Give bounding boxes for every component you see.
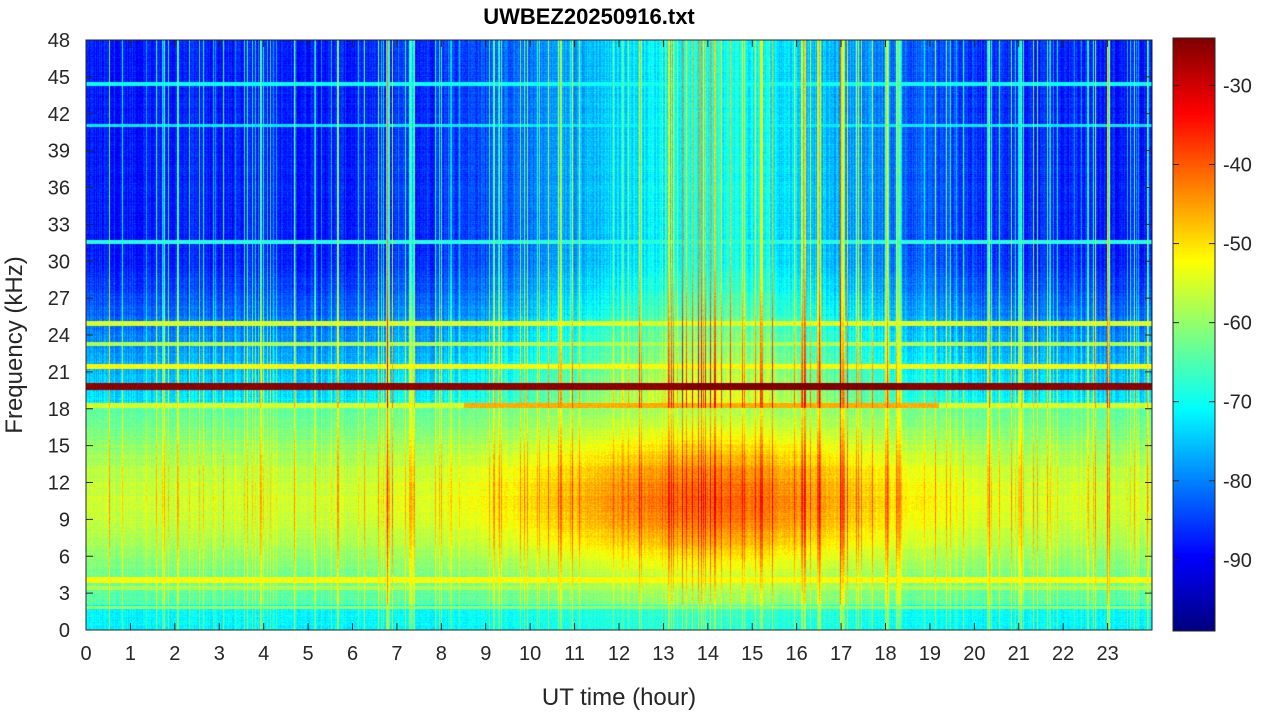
x-tick-label: 11 [564,643,585,665]
x-tick-label: 5 [303,643,314,665]
y-tick-label: 21 [48,362,70,384]
colorbar-tick-label: -50 [1223,234,1252,256]
plot-area [85,39,1153,631]
colorbar-border [1172,37,1216,632]
x-tick-label: 17 [830,643,852,665]
y-tick-label: 45 [48,67,70,89]
x-tick-label: 20 [963,643,985,665]
y-tick-label: 12 [48,473,70,495]
y-tick-label: 6 [59,546,70,568]
y-tick-label: 42 [48,104,70,126]
y-tick-label: 18 [48,399,70,421]
colorbar-tick-label: -90 [1223,550,1252,572]
colorbar-tick-label: -70 [1223,392,1252,414]
colorbar-tick-label: -40 [1223,155,1252,177]
x-tick-label: 19 [919,643,941,665]
colorbar-gradient [1173,38,1215,631]
x-tick-label: 15 [741,643,763,665]
x-tick-label: 3 [214,643,225,665]
y-axis-label: Frequency (kHz) [1,256,28,433]
y-tick-label: 15 [48,436,70,458]
x-tick-label: 4 [258,643,269,665]
colorbar: -90 -80 -70 -60 -50 -40 -30 [1172,37,1252,632]
y-tick-label: 0 [59,620,70,642]
y-tick-label: 39 [48,141,70,163]
y-tick-label: 3 [59,583,70,605]
colorbar-tick-label: -60 [1223,313,1252,335]
x-tick-label: 7 [391,643,402,665]
y-tick-label: 24 [48,325,70,347]
y-tick-label: 30 [48,251,70,273]
x-axis-label: UT time (hour) [542,684,696,711]
x-tick-label: 9 [480,643,491,665]
x-tick-label: 6 [347,643,358,665]
x-tick-label: 21 [1008,643,1030,665]
x-tick-label: 18 [874,643,896,665]
y-tick-label: 9 [59,509,70,531]
x-tick-label: 1 [125,643,136,665]
colorbar-ticks: -90 -80 -70 -60 -50 -40 -30 [1173,75,1252,572]
spectrogram-heatmap [86,40,1152,630]
chart-title: UWBEZ20250916.txt [483,4,695,29]
x-tick-label: 2 [169,643,180,665]
x-tick-label: 8 [436,643,447,665]
x-tick-label: 16 [786,643,808,665]
colorbar-tick-label: -30 [1223,75,1252,97]
x-tick-label: 23 [1096,643,1118,665]
x-tick-label: 12 [608,643,630,665]
x-tick-label: 22 [1052,643,1074,665]
y-tick-label: 27 [48,288,70,310]
y-tick-label: 33 [48,214,70,236]
x-tick-label: 13 [652,643,674,665]
x-tick-label: 10 [519,643,541,665]
colorbar-tick-label: -80 [1223,471,1252,493]
x-axis: 0 1 2 3 4 5 6 7 8 9 10 11 12 13 14 15 16 17 18 19 20 21 22 23 [80,40,1119,665]
y-tick-label: 36 [48,178,70,200]
y-tick-label: 48 [48,30,70,52]
x-tick-label: 0 [80,643,91,665]
x-tick-label: 14 [697,643,719,665]
